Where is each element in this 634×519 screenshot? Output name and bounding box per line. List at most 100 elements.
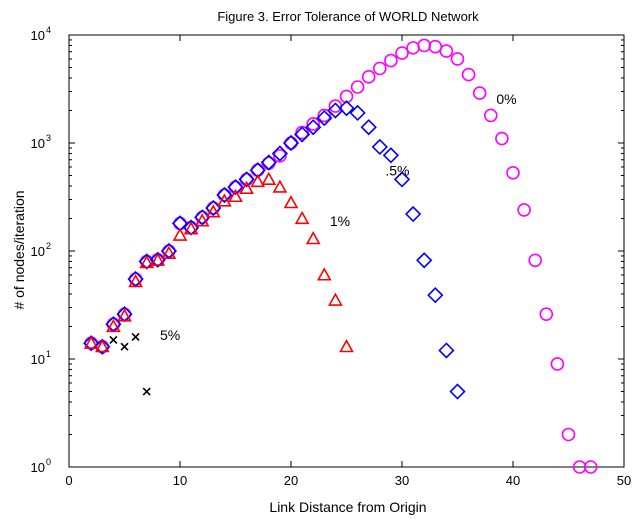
diamond-point [360,119,377,136]
circle-point [517,203,531,217]
diamond-point [404,205,422,223]
chart-title: Figure 3. Error Tolerance of WORLD Netwo… [217,9,479,24]
triangle-point [150,252,166,266]
circle-point [528,253,543,268]
x-point [142,387,151,396]
series-x [109,332,151,396]
x-tick-label: 20 [284,473,298,488]
y-tick-base: 10 [31,460,45,475]
triangle-point [272,179,288,193]
y-tick-exponent: 3 [46,133,51,143]
circle-point [384,53,398,68]
diamond-point [282,134,300,152]
y-tick-exponent: 2 [46,241,51,251]
x-tick-label: 40 [506,473,520,488]
diamond-point [83,335,100,352]
triangle-point [261,171,277,186]
circle-point [472,86,487,100]
x-point [131,332,140,342]
data-marks [83,38,598,474]
circle-point [583,460,598,474]
x-point-stroke [131,332,140,342]
diamond-point [449,383,466,400]
triangle-point [194,213,210,227]
triangle-point [94,339,110,353]
y-tick-exponent: 1 [46,349,51,359]
x-axis-label: Link Distance from Origin [269,499,426,515]
series-label: 5% [160,327,180,343]
x-point-stroke [120,342,129,351]
diamond-point [293,126,311,143]
series-labels: 0% .5% 1% 5% [160,91,517,343]
diamond-point [427,287,444,304]
diamond-point [305,119,322,136]
diamond-point [271,145,289,162]
triangle-point [139,255,155,269]
x-point [109,335,118,345]
series-label: 0% [496,91,516,107]
y-tick-label: 10 [31,136,45,151]
y-axis-label: # of nodes/iteration [11,190,27,309]
circle-point [395,46,409,60]
circle-point [350,80,365,94]
circle-point [506,165,520,180]
series-triangle [83,171,354,353]
triangle-point [228,188,243,203]
triangle-point [83,335,99,349]
triangle-point [117,308,132,322]
y-tick-exponent: 4 [46,25,51,35]
diamond-point [349,104,366,122]
diamond-point [216,186,233,204]
circle-point [339,89,354,104]
circle-point [317,108,332,123]
triangle-point [283,195,299,209]
x-point-stroke [109,335,118,345]
circle-point [550,357,565,371]
triangle-point [294,210,310,225]
y-tick-label: 10 [31,28,45,43]
diamond-point [393,171,411,188]
circle-point [495,131,509,146]
diamond-point [316,109,333,127]
y-tick-label: 10 [31,352,45,367]
x-point-stroke [142,387,151,396]
y-tick-label: 10 [31,244,45,259]
circle-point [561,427,576,442]
triangle-point [161,245,177,260]
series-label: .5% [385,163,409,179]
circle-point [306,117,321,131]
x-tick-label: 30 [395,473,409,488]
triangle-point [172,227,188,241]
series-label: 1% [330,213,350,229]
diamond-point [371,138,388,156]
diamond-point [338,100,355,117]
circle-point [361,70,376,84]
triangle-point [217,193,232,207]
triangle-point [239,180,254,194]
circle-point [539,307,554,321]
diamond-point [416,252,433,269]
circle-point [273,149,287,163]
diamond-point [94,338,111,355]
y-tick-base: 10 [31,28,45,43]
triangle-point [106,318,121,333]
y-tick-base: 10 [31,352,45,367]
triangle-point [128,274,143,288]
x-tick-label: 50 [617,473,631,488]
triangle-point [183,221,199,235]
diamond-point [249,162,266,179]
x-point [120,342,129,351]
triangle-point [250,173,266,188]
triangle-point [305,231,321,245]
y-tick-exponent: 0 [46,457,51,467]
y-tick-base: 10 [31,136,45,151]
triangle-point [205,204,221,218]
y-tick-label: 10 [31,460,45,475]
y-tick-base: 10 [31,244,45,259]
diamond-point [438,342,455,359]
circle-point [461,67,476,82]
triangle-point [339,339,354,353]
